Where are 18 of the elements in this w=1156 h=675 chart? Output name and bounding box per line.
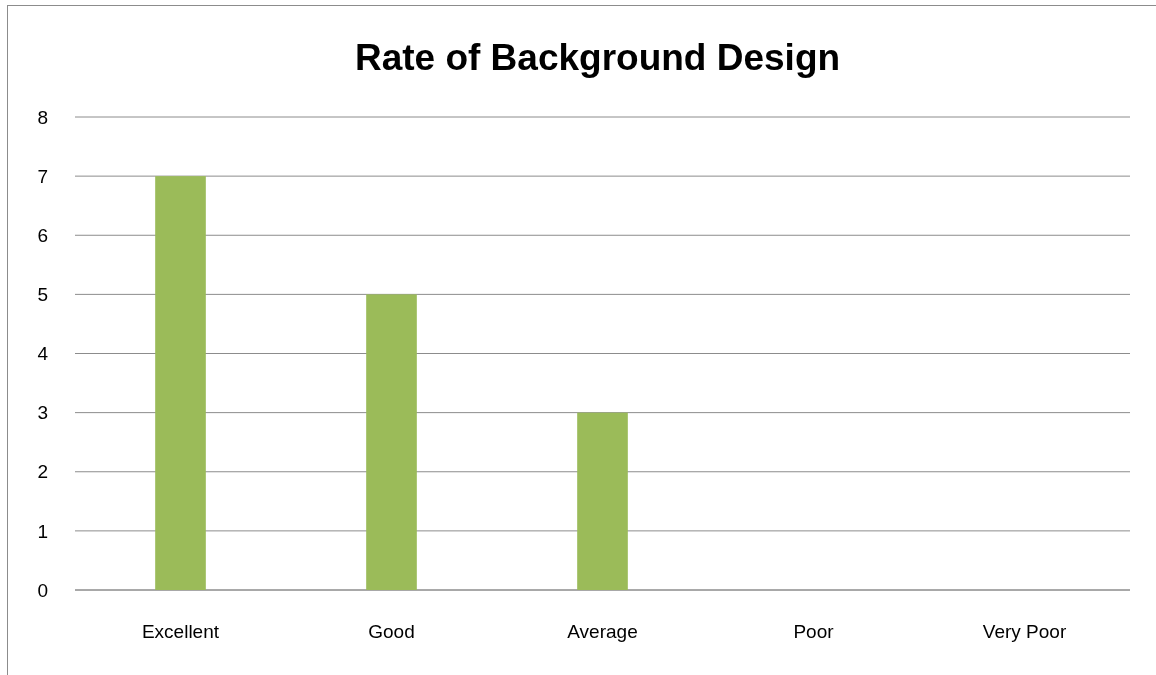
x-tick-label: Average [567,621,638,642]
bar [155,176,206,590]
y-tick-label: 4 [37,343,49,365]
bar [577,412,628,590]
chart-title: Rate of Background Design [354,37,841,78]
x-tick-label: Excellent [141,621,220,642]
x-tick-label: Good [368,621,415,642]
y-tick-label: 0 [37,579,48,601]
y-tick-label: 8 [37,106,48,128]
y-tick-label: 6 [37,224,48,246]
y-tick-label: 2 [37,461,48,483]
y-tick-label: 3 [37,402,48,424]
x-tick-label: Poor [793,621,835,642]
x-tick-label: Very Poor [982,621,1067,642]
y-tick-label: 5 [37,284,48,306]
bar [366,294,417,590]
y-tick-label: 1 [37,520,48,542]
y-tick-label: 7 [37,165,48,187]
